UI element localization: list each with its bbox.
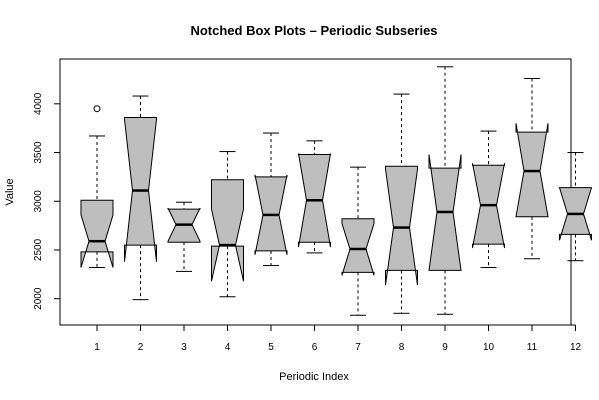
x-tick-label: 1 bbox=[94, 342, 100, 353]
box-body bbox=[211, 179, 244, 282]
y-tick-label: 3500 bbox=[33, 141, 44, 164]
box-10 bbox=[472, 130, 505, 269]
box-1 bbox=[80, 105, 114, 269]
box-11 bbox=[515, 77, 549, 260]
box-body bbox=[385, 165, 418, 286]
box-12 bbox=[558, 152, 593, 262]
x-tick-label: 12 bbox=[570, 342, 582, 353]
outlier-point bbox=[93, 105, 101, 113]
x-axis-label: Periodic Index bbox=[279, 371, 349, 383]
x-tick-label: 10 bbox=[483, 342, 495, 353]
x-tick-label: 6 bbox=[312, 342, 318, 353]
y-tick-label: 2500 bbox=[33, 238, 44, 261]
x-tick-label: 5 bbox=[268, 342, 274, 353]
x-tick-label: 11 bbox=[527, 342, 538, 353]
box-body bbox=[341, 218, 375, 276]
x-tick-label: 9 bbox=[442, 342, 448, 353]
x-tick-label: 2 bbox=[138, 342, 144, 353]
y-axis-label: Value bbox=[4, 178, 16, 205]
box-series bbox=[80, 66, 593, 316]
y-tick-label: 2000 bbox=[33, 287, 44, 310]
x-axis: 1 2 3 4 5 6 7 8 9 10 11 12 bbox=[94, 324, 582, 353]
box-9 bbox=[428, 66, 462, 315]
box-7 bbox=[341, 166, 375, 316]
box-8 bbox=[385, 93, 418, 314]
y-tick-label: 3000 bbox=[33, 190, 44, 213]
box-6 bbox=[298, 140, 331, 254]
y-axis: 2000 2500 3000 3500 4000 bbox=[33, 92, 61, 310]
x-tick-label: 3 bbox=[181, 342, 187, 353]
x-tick-label: 8 bbox=[399, 342, 405, 353]
box-2 bbox=[124, 95, 157, 301]
box-5 bbox=[254, 132, 288, 267]
y-tick-label: 4000 bbox=[33, 92, 44, 115]
box-3 bbox=[167, 201, 201, 272]
x-tick-label: 4 bbox=[225, 342, 231, 353]
x-tick-label: 7 bbox=[355, 342, 361, 353]
chart-title: Notched Box Plots – Periodic Subseries bbox=[190, 23, 437, 38]
box-body bbox=[80, 199, 114, 268]
box-4 bbox=[211, 151, 244, 298]
